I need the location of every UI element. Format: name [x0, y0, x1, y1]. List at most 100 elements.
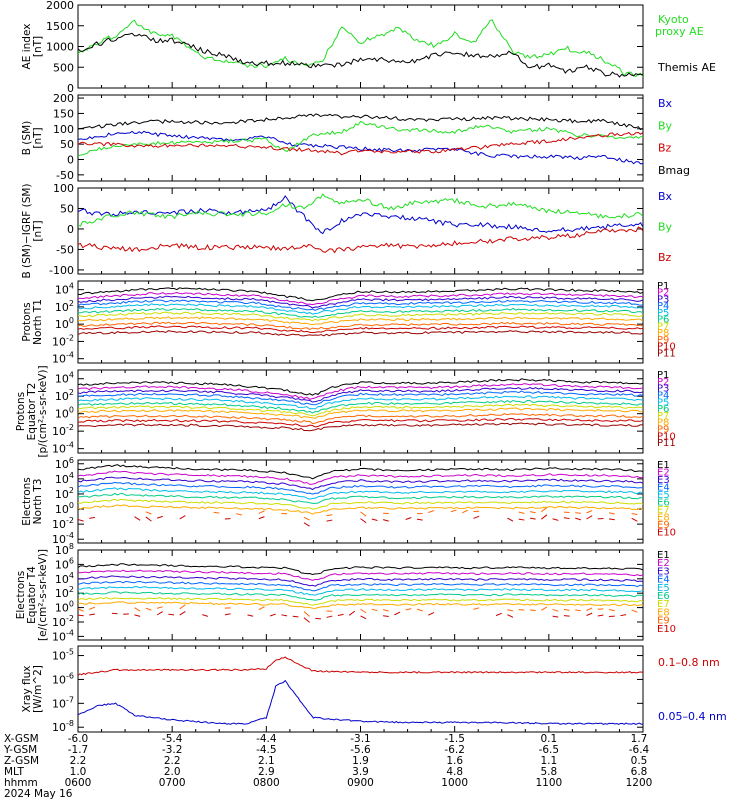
orbit-value: -5.6	[350, 744, 371, 756]
orbit-value: 2.0	[164, 766, 181, 778]
channel-segment-e10	[292, 615, 299, 618]
orbit-value: -1.7	[68, 744, 89, 756]
channel-label: P4	[657, 390, 669, 401]
orbit-value: 0700	[159, 777, 186, 789]
channel-label: E5	[657, 583, 670, 594]
plot-frame	[77, 94, 644, 182]
channel-segment-e9	[134, 607, 141, 612]
y-tick-label: 50	[60, 138, 74, 151]
channel-line-e1	[78, 464, 643, 480]
y-axis-label: North T3	[32, 479, 44, 525]
channel-segment-e9	[371, 608, 378, 612]
channel-segment-e10	[202, 614, 209, 617]
orbit-value: 2.9	[258, 766, 275, 778]
y-tick-label: 10-7	[52, 695, 74, 710]
channel-segment-e10	[552, 518, 559, 521]
channel-label: P11	[657, 438, 676, 449]
channel-segment-e10	[303, 617, 310, 623]
channel-segment-e10	[89, 516, 96, 519]
channel-segment-e10	[315, 617, 321, 620]
y-tick-label: 10-5	[52, 648, 74, 663]
y-tick-label: 100	[55, 501, 74, 516]
channel-label: E9	[657, 616, 670, 627]
channel-label: E7	[657, 505, 670, 516]
channel-label: E3	[657, 475, 670, 486]
channel-line-p5	[78, 303, 643, 315]
orbit-value: 0800	[253, 777, 280, 789]
channel-segment-e10	[416, 518, 423, 521]
plot-area	[78, 193, 643, 254]
y-tick-label: 10-6	[52, 671, 74, 686]
channel-segment-e10	[405, 517, 412, 520]
y-tick-label: 1000	[46, 41, 74, 54]
plot-area	[78, 19, 643, 78]
channel-segment-e9	[179, 604, 186, 610]
channel-segment-e10	[529, 517, 536, 520]
channel-segment-e9	[360, 608, 367, 614]
channel-line-p11	[78, 422, 643, 432]
y-tick-label: -50	[56, 169, 74, 182]
y-tick-label: 102	[55, 388, 74, 403]
orbit-value: -4.4	[256, 733, 277, 745]
y-tick-label: 150	[53, 107, 74, 120]
channel-label: E3	[657, 566, 670, 577]
y-tick-label: 102	[55, 299, 74, 314]
orbit-value: 1.1	[540, 755, 557, 767]
panel-8: 10-8 10-7 10-6 10-5 Xray flux [W/m^2] 0.1–0.8 …	[21, 645, 727, 734]
y-tick-label: 10-4	[52, 441, 74, 456]
channel-line-e1	[78, 563, 643, 576]
channel-segment-e10	[224, 613, 231, 616]
channel-segment-e10	[631, 517, 638, 522]
channel-segment-e9	[541, 606, 548, 611]
channel-segment-e9	[552, 608, 559, 612]
y-tick-label: 10-2	[52, 614, 74, 629]
channel-line-e3	[78, 476, 643, 491]
channel-line-e8	[78, 504, 643, 515]
channel-label: P5	[657, 308, 669, 319]
channel-segment-e10	[337, 613, 344, 616]
channel-segment-e10	[428, 611, 435, 616]
y-tick-label: 50	[60, 202, 74, 215]
channel-segment-e10	[269, 613, 276, 617]
orbit-value: 2.2	[164, 755, 181, 767]
channel-segment-e9	[382, 609, 389, 612]
y-axis-label: B (SM)−IGRF (SM)	[21, 183, 33, 278]
channel-segment-e10	[540, 514, 548, 520]
channel-segment-e9	[156, 606, 163, 609]
channel-segment-e9	[631, 609, 638, 613]
plot-area	[78, 378, 643, 432]
channel-segment-e10	[473, 515, 480, 519]
y-tick-label: 102	[55, 585, 74, 600]
channel-line-p7	[78, 403, 643, 417]
channel-label: P8	[657, 418, 669, 429]
channel-label: P8	[657, 328, 669, 339]
orbit-value: 1200	[626, 777, 653, 789]
channel-label: E6	[657, 498, 670, 509]
channel-segment-e10	[518, 518, 525, 521]
y-tick-label: 104	[55, 282, 74, 297]
channel-segment-e9	[575, 609, 581, 612]
channel-segment-e10	[179, 611, 186, 616]
channel-segment-e10	[609, 518, 615, 521]
legend-entry: By	[658, 119, 673, 132]
y-tick-label: 102	[55, 486, 74, 501]
legend-entry: Bz	[658, 142, 672, 155]
channel-segment-e10	[394, 611, 401, 616]
channel-segment-e9	[450, 509, 457, 513]
orbit-value: 1100	[535, 777, 562, 789]
series-line-0-05-0-4-nm	[78, 679, 643, 725]
y-axis-label: AE index	[21, 24, 33, 70]
channel-segment-e9	[529, 609, 536, 612]
channel-line-e7	[78, 498, 643, 510]
plot-frame	[77, 459, 644, 544]
channel-label: P11	[657, 348, 676, 359]
channel-segment-e10	[326, 519, 333, 522]
channel-line-e5	[78, 487, 643, 500]
channel-line-e4	[78, 481, 643, 495]
channel-segment-e9	[405, 608, 412, 611]
channel-segment-e9	[563, 608, 570, 611]
y-tick-label: 106	[55, 556, 74, 571]
